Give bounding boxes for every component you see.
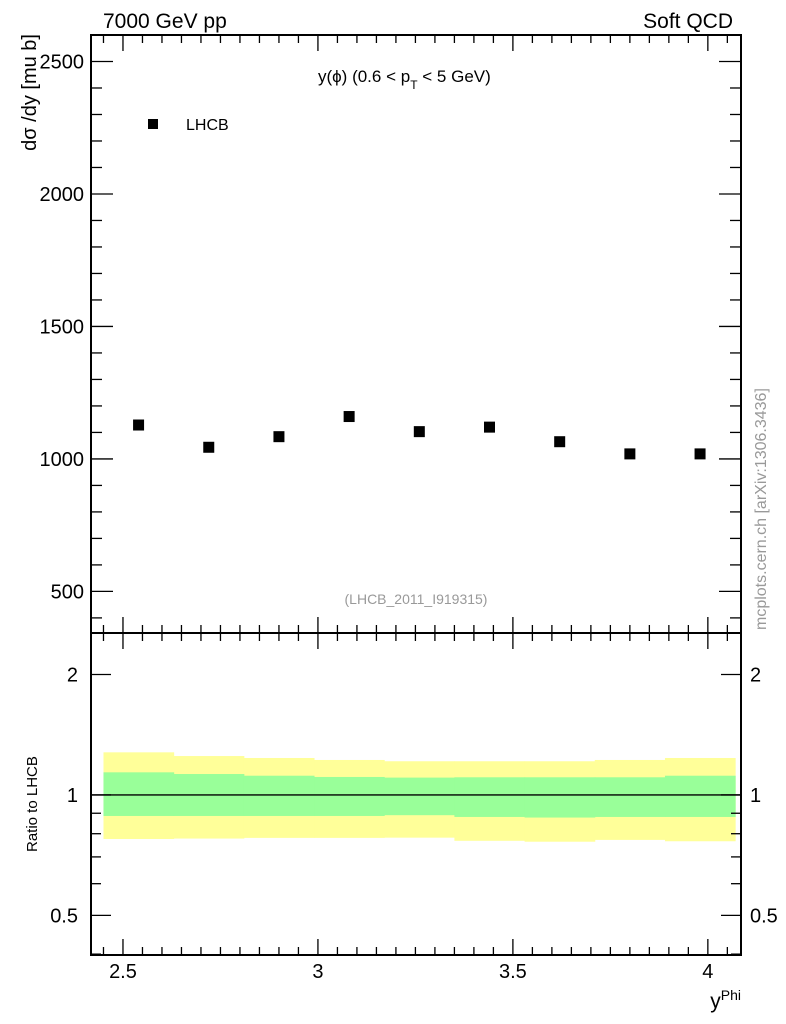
data-point bbox=[273, 431, 285, 443]
data-point bbox=[554, 436, 566, 448]
header-left: 7000 GeV pp bbox=[103, 10, 227, 33]
analysis-label: (LHCB_2011_I919315) bbox=[345, 591, 488, 607]
watermark: mcplots.cern.ch [arXiv:1306.3436] bbox=[753, 388, 770, 630]
x-label-base: y bbox=[710, 990, 721, 1013]
data-point bbox=[203, 441, 215, 453]
x-tick-label: 3 bbox=[312, 961, 323, 983]
ratio-band-stat bbox=[664, 775, 736, 817]
ratio-y-tick-label-right: 1 bbox=[750, 785, 761, 807]
data-point bbox=[413, 426, 425, 438]
main-y-axis-label: dσ /dy [mu b] bbox=[19, 34, 41, 151]
ratio-y-tick-label-right: 0.5 bbox=[750, 905, 778, 927]
ratio-bands bbox=[91, 752, 741, 842]
ratio-y-tick-label: 0.5 bbox=[50, 905, 78, 927]
y-tick-label: 1000 bbox=[40, 449, 85, 471]
y-tick-label: 1500 bbox=[40, 316, 85, 338]
y-tick-label: 2500 bbox=[40, 51, 85, 73]
ratio-band-stat bbox=[384, 777, 455, 816]
y-tick-label: 500 bbox=[51, 581, 84, 603]
title-sub: T bbox=[410, 78, 418, 92]
x-tick-label: 2.5 bbox=[109, 961, 137, 983]
title-tail: < 5 GeV) bbox=[418, 67, 491, 86]
ratio-y-tick-label-right: 2 bbox=[750, 665, 761, 687]
ratio-band-stat bbox=[243, 775, 315, 816]
ratio-y-tick-label: 2 bbox=[67, 665, 78, 687]
ratio-band-stat bbox=[594, 777, 666, 817]
ratio-band-stat bbox=[103, 772, 175, 816]
y-tick-label: 2000 bbox=[40, 184, 85, 206]
ratio-band-stat bbox=[524, 777, 596, 818]
axis-ticks: 2.5 3 3.5 4 500 1000 1500 2000 2500 0.5 0.5 1 1 2 2 bbox=[40, 34, 778, 983]
main-title: y(ϕ) (0.6 < pT < 5 GeV) bbox=[318, 67, 491, 92]
header-right: Soft QCD bbox=[643, 10, 733, 33]
ratio-y-tick-label: 1 bbox=[67, 785, 78, 807]
data-point bbox=[133, 419, 145, 431]
title-main: y(ϕ) (0.6 < p bbox=[318, 67, 410, 86]
data-point bbox=[343, 411, 355, 423]
data-point bbox=[484, 421, 496, 433]
ratio-band-stat bbox=[314, 776, 385, 816]
ratio-y-axis-label: Ratio to LHCB bbox=[24, 756, 41, 852]
legend-marker bbox=[148, 119, 158, 129]
data-point bbox=[624, 448, 636, 460]
x-axis-label: yPhi bbox=[710, 987, 741, 1013]
ratio-band-stat bbox=[454, 777, 526, 817]
legend-label: LHCB bbox=[186, 117, 229, 134]
ratio-panel-frame bbox=[90, 632, 742, 956]
x-label-sup: Phi bbox=[721, 987, 741, 1003]
data-points bbox=[133, 411, 706, 460]
x-tick-label: 3.5 bbox=[499, 961, 527, 983]
data-point bbox=[694, 448, 706, 460]
x-tick-label: 4 bbox=[702, 961, 713, 983]
